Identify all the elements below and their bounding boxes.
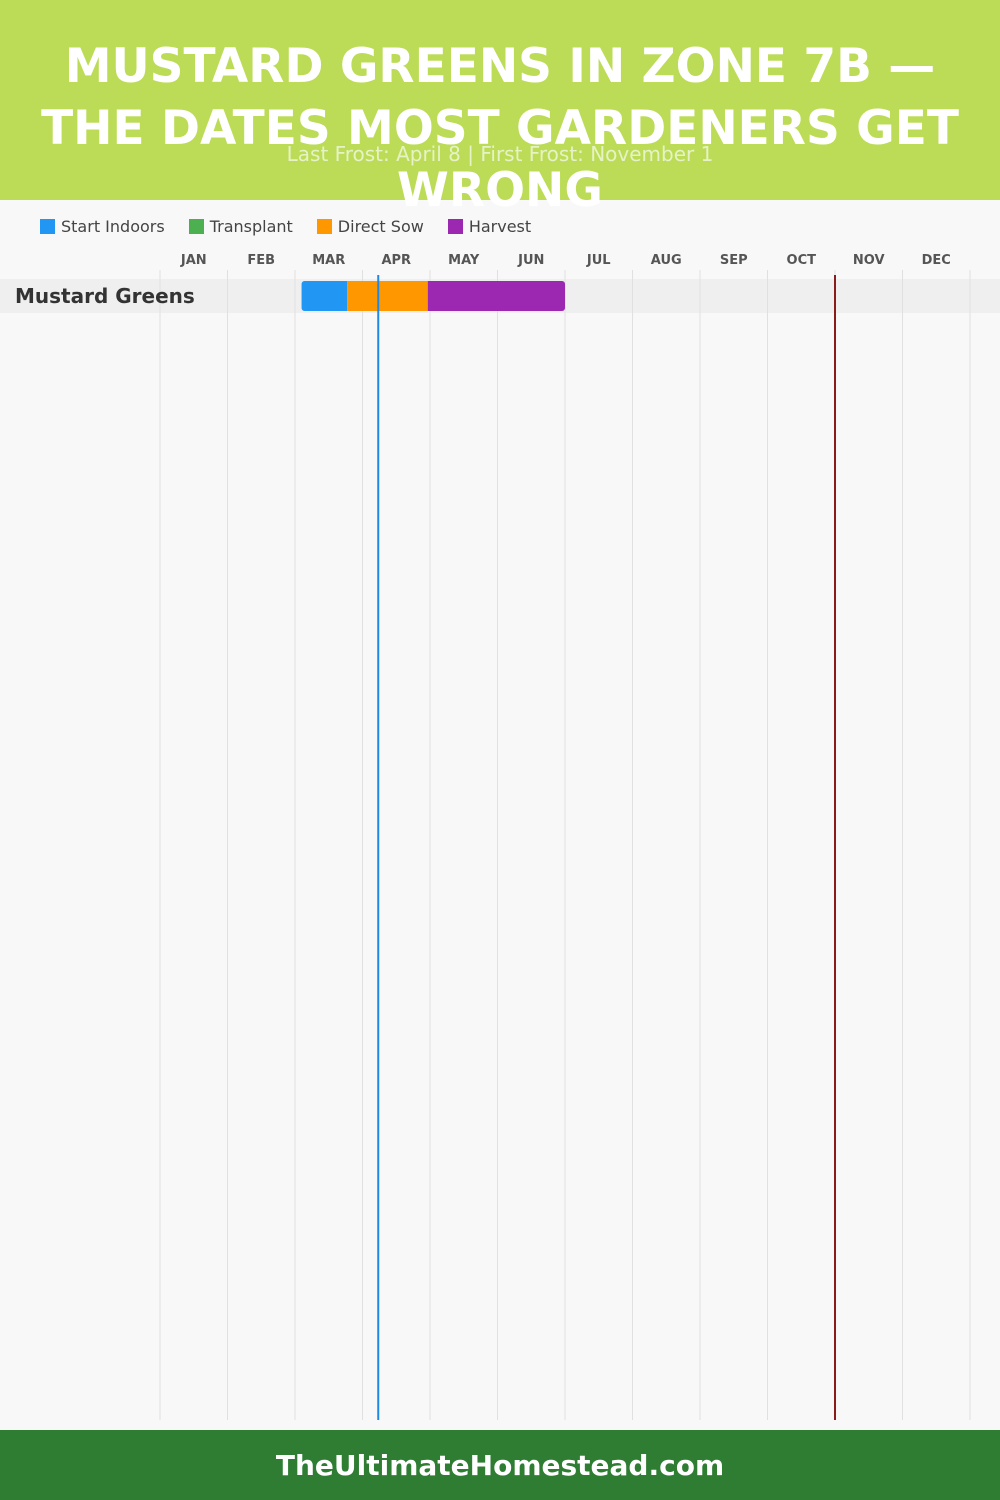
bar-segment-harvest — [427, 281, 565, 311]
crop-label: Mustard Greens — [15, 284, 195, 308]
legend-item: Transplant — [188, 216, 293, 236]
legend-item: Start Indoors — [40, 217, 165, 236]
month-label: MAR — [312, 253, 345, 268]
legend-label: Direct Sow — [337, 216, 424, 236]
month-label: OCT — [787, 253, 817, 268]
month-gridlines — [0, 270, 1000, 1420]
page-title: MUSTARD GREENS IN ZONE 7B — THE DATES MO… — [41, 39, 959, 218]
legend-label: Harvest — [468, 216, 532, 236]
crop-bar — [301, 281, 565, 311]
planting-calendar-chart: JAN FEB MAR APR MAY JUN JUL AUG SEP OCT NOV DEC Mus… — [0, 200, 1000, 1430]
month-label: JUN — [517, 253, 544, 268]
legend-swatch — [188, 218, 204, 234]
month-label: JAN — [180, 253, 207, 268]
chart-background — [0, 200, 1000, 1430]
crop-rows: Mustard Greens — [15, 281, 565, 311]
legend-swatch — [447, 218, 463, 234]
legend-item: Harvest — [447, 216, 532, 236]
month-label: JUL — [586, 253, 611, 268]
legend-item: Direct Sow — [316, 216, 424, 236]
month-label: MAY — [448, 253, 480, 268]
bar-segment-start-indoors — [301, 281, 348, 311]
header-banner: Last Frost: April 8 | First Frost: Novem… — [0, 0, 1000, 218]
legend-label: Start Indoors — [61, 216, 165, 236]
month-label: APR — [381, 253, 411, 268]
month-label: AUG — [651, 253, 682, 268]
month-label: FEB — [247, 253, 275, 268]
month-label: NOV — [853, 253, 885, 268]
legend-label: Transplant — [209, 216, 293, 236]
footer-banner: TheUltimateHomestead.com — [0, 1430, 1000, 1500]
month-label: SEP — [720, 253, 748, 268]
legend-swatch — [316, 218, 332, 234]
bar-segment-direct-sow — [347, 281, 428, 311]
frost-markers — [377, 275, 836, 1420]
legend: Start Indoors Transplant Direct Sow Harvest — [40, 214, 555, 238]
site-url[interactable]: TheUltimateHomestead.com — [275, 1448, 725, 1482]
month-label: DEC — [922, 253, 951, 268]
legend-swatch — [40, 218, 55, 234]
frost-dates-subtitle: Last Frost: April 8 | First Frost: Novem… — [286, 142, 714, 166]
month-labels: JAN FEB MAR APR MAY JUN JUL AUG SEP OCT NOV DEC — [180, 253, 951, 268]
